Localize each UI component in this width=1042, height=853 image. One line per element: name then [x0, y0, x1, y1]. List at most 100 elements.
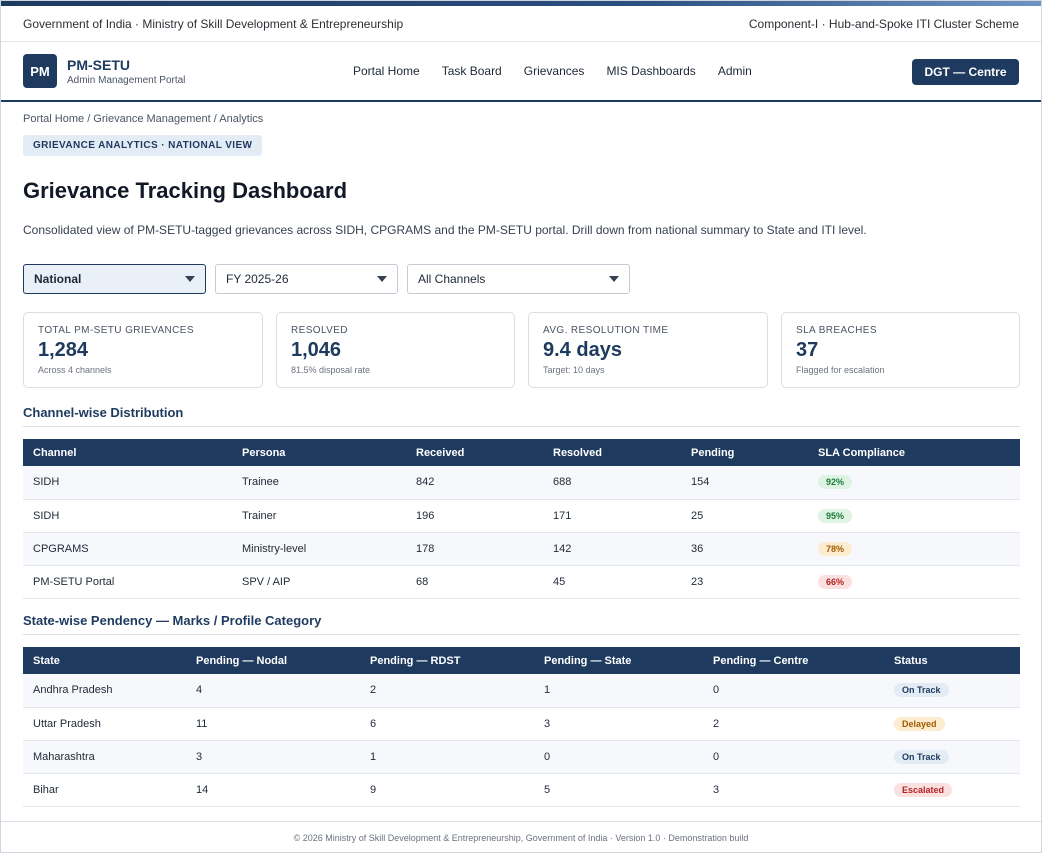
table-row: Maharashtra 3 1 0 0 On Track	[23, 740, 1020, 774]
role-switch-button[interactable]: DGT — Centre	[912, 59, 1019, 85]
cell-channel: SIDH	[23, 499, 232, 533]
status-badge: On Track	[894, 749, 949, 764]
view-tag: GRIEVANCE ANALYTICS · NATIONAL VIEW	[23, 135, 263, 156]
cell-persona: Trainer	[232, 499, 406, 533]
status-badge: Escalated	[894, 782, 953, 797]
cell-pending-state: 0	[534, 740, 703, 774]
stat-value: 9.4 days	[543, 339, 622, 361]
stat-caption: Target: 10 days	[543, 365, 605, 375]
government-bar-left: Government of India · Ministry of Skill …	[23, 16, 404, 31]
stat-value: 37	[796, 339, 819, 361]
column-header: State	[23, 647, 186, 674]
cell-pending-rdst: 6	[360, 707, 534, 741]
nav-admin[interactable]: Admin	[717, 64, 752, 78]
cell-pending-centre: 0	[703, 674, 884, 708]
table-row: Uttar Pradesh 11 6 3 2 Delayed	[23, 707, 1020, 741]
stat-caption: Flagged for escalation	[796, 365, 885, 375]
stat-label: SLA BREACHES	[796, 325, 877, 336]
site-header: PM PM-SETU Admin Management Portal Porta…	[1, 42, 1041, 102]
cell-pending-centre: 3	[703, 773, 884, 807]
cell-persona: Trainee	[232, 466, 406, 500]
stat-value: 1,046	[291, 339, 342, 361]
cell-pending-rdst: 2	[360, 674, 534, 708]
stat-value: 1,284	[38, 339, 89, 361]
cell-pending-rdst: 9	[360, 773, 534, 807]
breadcrumb: Portal Home / Grievance Management / Ana…	[23, 113, 264, 125]
cell-channel: PM-SETU Portal	[23, 565, 232, 599]
cell-persona: SPV / AIP	[232, 565, 406, 599]
cell-sla: 92%	[808, 466, 1020, 500]
sla-badge: 92%	[818, 475, 853, 490]
stat-label: RESOLVED	[291, 325, 348, 336]
table-row: SIDH Trainer 196 171 25 95%	[23, 499, 1020, 533]
sla-badge: 78%	[818, 541, 853, 556]
cell-channel: CPGRAMS	[23, 532, 232, 566]
column-header: Received	[406, 439, 543, 466]
table-row: Andhra Pradesh 4 2 1 0 On Track	[23, 674, 1020, 708]
channel-select[interactable]: All Channels	[407, 264, 630, 294]
cell-pending: 25	[681, 499, 808, 533]
cell-pending: 36	[681, 532, 808, 566]
cell-resolved: 171	[543, 499, 681, 533]
stat-card-avg-resolution: AVG. RESOLUTION TIME 9.4 days Target: 10…	[528, 312, 768, 388]
cell-pending-nodal: 11	[186, 707, 360, 741]
cell-received: 68	[406, 565, 543, 599]
nav-mis-dashboards[interactable]: MIS Dashboards	[606, 64, 696, 78]
column-header: Channel	[23, 439, 232, 466]
nav-portal-home[interactable]: Portal Home	[353, 64, 420, 78]
column-header: Pending — State	[534, 647, 703, 674]
column-header: Pending — Centre	[703, 647, 884, 674]
cell-resolved: 45	[543, 565, 681, 599]
stat-card-total: TOTAL PM-SETU GRIEVANCES 1,284 Across 4 …	[23, 312, 263, 388]
table-row: Bihar 14 9 5 3 Escalated	[23, 773, 1020, 807]
column-header: Pending	[681, 439, 808, 466]
state-table: State Pending — Nodal Pending — RDST Pen…	[23, 647, 1020, 807]
channel-select-value: All Channels	[418, 272, 486, 286]
page-title: Grievance Tracking Dashboard	[23, 178, 348, 203]
column-header: Pending — RDST	[360, 647, 534, 674]
cell-pending-nodal: 3	[186, 740, 360, 774]
cell-state: Uttar Pradesh	[23, 707, 186, 741]
cell-status: On Track	[884, 674, 1020, 708]
column-header: SLA Compliance	[808, 439, 1020, 466]
channel-table: Channel Persona Received Resolved Pendin…	[23, 439, 1020, 599]
stat-card-resolved: RESOLVED 1,046 81.5% disposal rate	[276, 312, 515, 388]
table-header-row: State Pending — Nodal Pending — RDST Pen…	[23, 647, 1020, 674]
section-divider	[23, 426, 1020, 427]
brand-block: PM-SETU Admin Management Portal	[67, 57, 185, 86]
cell-status: Delayed	[884, 707, 1020, 741]
cell-state: Maharashtra	[23, 740, 186, 774]
stat-label: AVG. RESOLUTION TIME	[543, 325, 669, 336]
table-row: SIDH Trainee 842 688 154 92%	[23, 466, 1020, 500]
government-bar: Government of India · Ministry of Skill …	[1, 6, 1041, 42]
status-badge: On Track	[894, 683, 949, 698]
cell-resolved: 142	[543, 532, 681, 566]
cell-state: Andhra Pradesh	[23, 674, 186, 708]
cell-received: 196	[406, 499, 543, 533]
cell-received: 178	[406, 532, 543, 566]
year-select-value: FY 2025-26	[226, 272, 289, 286]
level-select-value: National	[34, 272, 82, 286]
cell-pending: 154	[681, 466, 808, 500]
stat-caption: Across 4 channels	[38, 365, 112, 375]
cell-pending-rdst: 1	[360, 740, 534, 774]
cell-sla: 95%	[808, 499, 1020, 533]
sla-badge: 66%	[818, 574, 853, 589]
chevron-down-icon	[185, 276, 195, 282]
cell-pending-nodal: 4	[186, 674, 360, 708]
cell-pending-nodal: 14	[186, 773, 360, 807]
cell-persona: Ministry-level	[232, 532, 406, 566]
level-select[interactable]: National	[23, 264, 206, 294]
stat-caption: 81.5% disposal rate	[291, 365, 371, 375]
year-select[interactable]: FY 2025-26	[215, 264, 398, 294]
cell-sla: 78%	[808, 532, 1020, 566]
nav-task-board[interactable]: Task Board	[441, 64, 502, 78]
nav-grievances[interactable]: Grievances	[523, 64, 585, 78]
cell-pending-centre: 0	[703, 740, 884, 774]
state-section-title: State-wise Pendency — Marks / Profile Ca…	[23, 613, 322, 628]
column-header: Pending — Nodal	[186, 647, 360, 674]
column-header: Resolved	[543, 439, 681, 466]
column-header: Status	[884, 647, 1020, 674]
portal-logo[interactable]: PM	[23, 54, 57, 88]
